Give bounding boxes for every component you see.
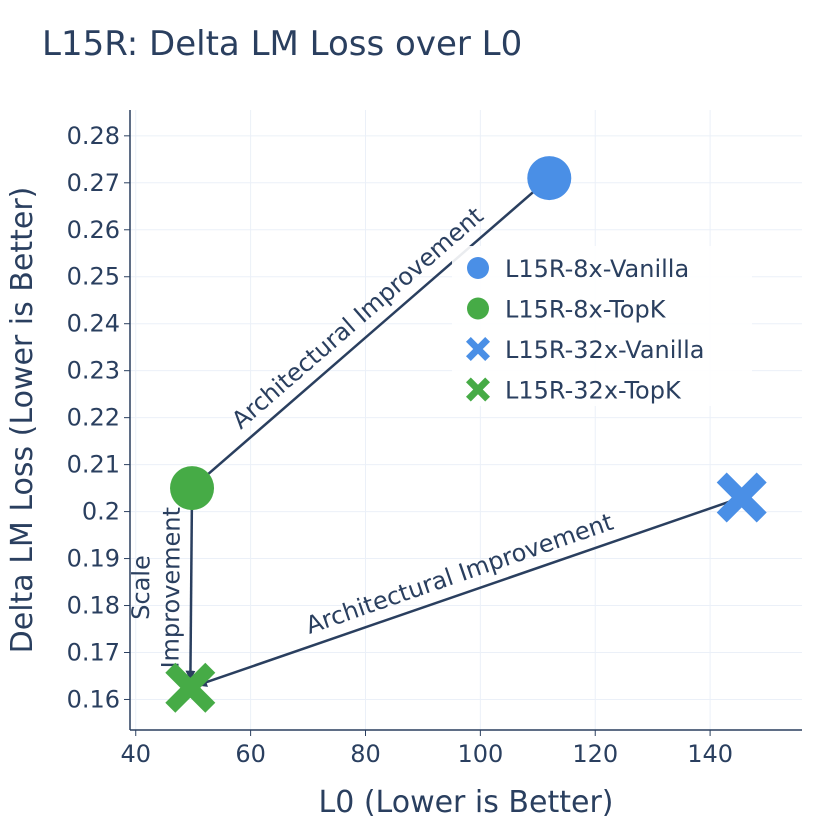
y-tick-label: 0.27 — [67, 169, 120, 197]
x-tick-label: 80 — [350, 740, 381, 768]
y-tick-label: 0.17 — [67, 639, 120, 667]
point-l15r-32x-topk — [165, 662, 216, 713]
legend-item: L15R-32x-TopK — [466, 377, 682, 405]
chart-title: L15R: Delta LM Loss over L0 — [42, 24, 522, 64]
x-tick-label: 100 — [457, 740, 503, 768]
y-axis-ticks: 0.16 0.17 0.18 0.19 0.2 0.21 0.22 0.23 0.24 0.25 0… — [67, 122, 130, 713]
legend: L15R-8x-Vanilla L15R-8x-TopK L15R-32x-Vani… — [452, 246, 752, 406]
legend-label: L15R-32x-TopK — [505, 377, 682, 405]
y-tick-label: 0.23 — [67, 357, 120, 385]
y-tick-label: 0.24 — [67, 310, 120, 338]
y-tick-label: 0.19 — [67, 545, 120, 573]
y-tick-label: 0.16 — [67, 685, 120, 713]
x-axis-ticks: 40 60 80 100 120 140 — [120, 730, 733, 768]
annotation-label: Scale Improvement — [127, 507, 186, 669]
point-l15r-32x-vanilla — [716, 472, 767, 523]
x-tick-label: 120 — [572, 740, 618, 768]
annotation-label: Architectural Improvement — [302, 508, 617, 640]
point-l15r-8x-vanilla — [527, 156, 572, 201]
annotation-arrow — [197, 182, 545, 484]
annotation-label: Architectural Improvement — [226, 202, 488, 435]
legend-background — [452, 246, 752, 406]
legend-marker — [466, 377, 490, 402]
legend-marker — [467, 257, 489, 279]
y-tick-label: 0.2 — [82, 498, 120, 526]
annotation-text: Scale — [127, 555, 156, 620]
legend-label: L15R-32x-Vanilla — [505, 336, 704, 364]
data-points — [165, 156, 767, 713]
annotation-text: Architectural Improvement — [226, 202, 488, 435]
x-tick-label: 60 — [235, 740, 266, 768]
legend-item: L15R-32x-Vanilla — [466, 336, 704, 364]
axes — [129, 110, 802, 731]
annotation-text: Improvement — [156, 507, 185, 669]
x-axis-title: L0 (Lower is Better) — [318, 785, 613, 820]
legend-marker — [467, 297, 489, 320]
legend-marker — [466, 337, 490, 361]
y-tick-label: 0.26 — [67, 216, 120, 244]
grid-lines — [130, 110, 802, 730]
legend-label: L15R-8x-TopK — [505, 296, 667, 324]
y-axis-title: Delta LM Loss (Lower is Better) — [5, 187, 40, 654]
annotation-text: Architectural Improvement — [302, 508, 617, 640]
y-tick-label: 0.21 — [67, 451, 120, 479]
legend-label: L15R-8x-Vanilla — [505, 255, 689, 283]
x-tick-label: 140 — [687, 740, 733, 768]
annotation-arrow — [196, 498, 735, 687]
y-tick-label: 0.28 — [67, 122, 120, 150]
y-tick-label: 0.18 — [67, 592, 120, 620]
x-tick-label: 40 — [120, 740, 151, 768]
annotation-arrow — [185, 496, 196, 681]
y-tick-label: 0.22 — [67, 404, 120, 432]
legend-item: L15R-8x-Vanilla — [467, 255, 689, 283]
legend-item: L15R-8x-TopK — [467, 296, 667, 324]
y-tick-label: 0.25 — [67, 263, 120, 291]
point-l15r-8x-topk — [170, 466, 215, 511]
